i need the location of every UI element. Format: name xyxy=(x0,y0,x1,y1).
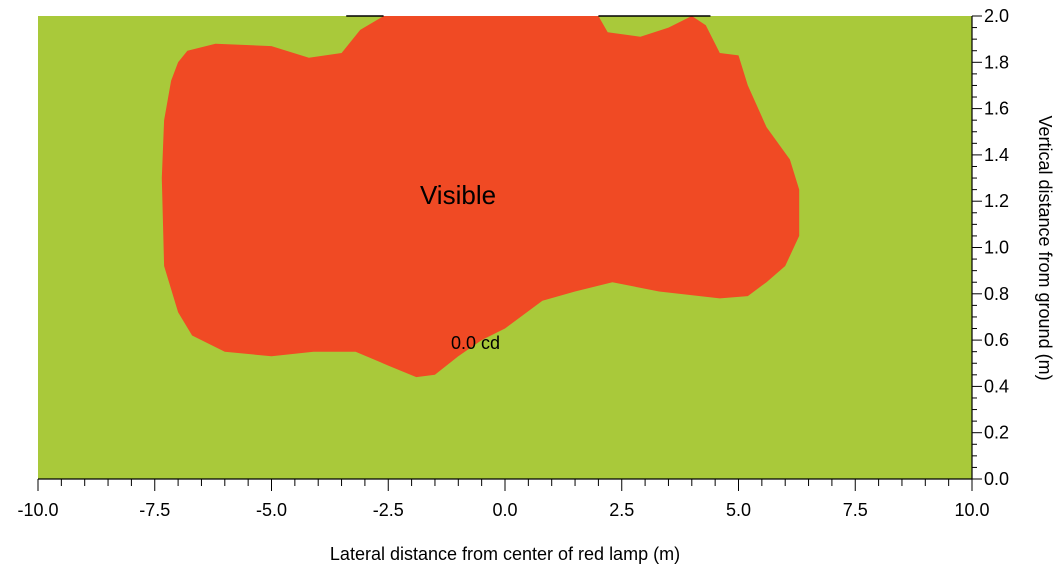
y-tick-label: 1.0 xyxy=(984,238,1009,258)
y-axis-title: Vertical distance from ground (m) xyxy=(1035,115,1055,380)
x-tick-label: -10.0 xyxy=(17,500,58,520)
x-axis-title: Lateral distance from center of red lamp… xyxy=(330,544,680,564)
y-tick-label: 2.0 xyxy=(984,6,1009,26)
y-tick-label: 1.8 xyxy=(984,52,1009,72)
y-tick-label: 1.6 xyxy=(984,99,1009,119)
contour-label: 0.0 cd xyxy=(451,333,500,353)
x-tick-label: 7.5 xyxy=(843,500,868,520)
y-tick-label: 0.6 xyxy=(984,330,1009,350)
plot-area xyxy=(38,15,972,479)
y-tick-label: 0.8 xyxy=(984,284,1009,304)
y-tick-label: 0.4 xyxy=(984,376,1009,396)
x-tick-label: 2.5 xyxy=(609,500,634,520)
x-tick-label: 10.0 xyxy=(954,500,989,520)
y-tick-label: 0.0 xyxy=(984,469,1009,489)
x-axis: -10.0 -7.5 -5.0 -2.5 0.0 2.5 5.0 7.5 10.0 xyxy=(17,478,990,520)
x-tick-label: -5.0 xyxy=(256,500,287,520)
x-tick-label: -7.5 xyxy=(139,500,170,520)
y-tick-label: 1.2 xyxy=(984,191,1009,211)
y-axis: 0.0 0.2 0.4 0.6 0.8 1.0 1.2 1.4 1.6 1.8 2.0 xyxy=(971,6,1009,489)
y-tick-label: 1.4 xyxy=(984,145,1009,165)
region-label: Visible xyxy=(420,180,496,210)
visible-region xyxy=(161,16,800,378)
x-tick-label: 5.0 xyxy=(726,500,751,520)
x-tick-label: -2.5 xyxy=(373,500,404,520)
y-tick-label: 0.2 xyxy=(984,423,1009,443)
x-tick-label: 0.0 xyxy=(492,500,517,520)
